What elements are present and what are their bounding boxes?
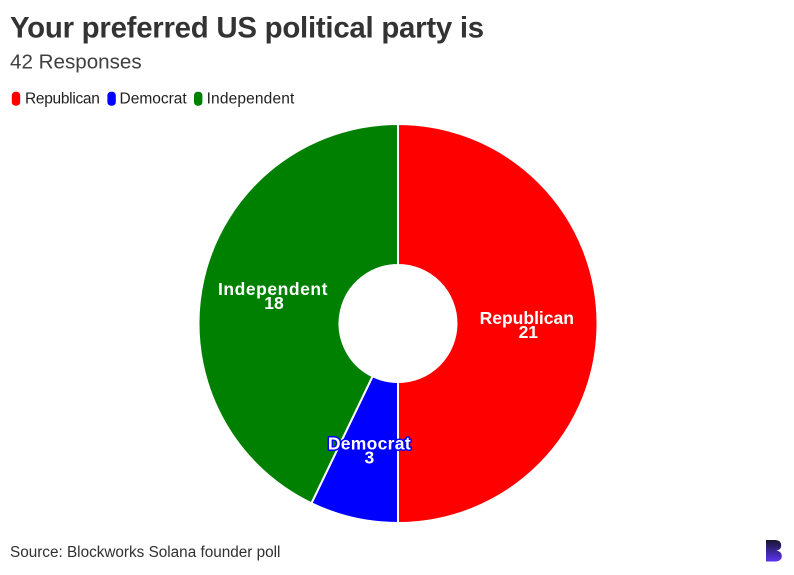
svg-text:3: 3 xyxy=(365,448,375,468)
svg-text:Your preferred US political pa: Your preferred US political party is xyxy=(10,12,484,45)
svg-text:42 Responses: 42 Responses xyxy=(10,51,142,74)
svg-text:Republican: Republican xyxy=(480,308,574,328)
svg-text:Democrat: Democrat xyxy=(328,434,411,454)
svg-text:Independent: Independent xyxy=(218,279,328,299)
svg-text:Democrat: Democrat xyxy=(120,91,188,108)
svg-text:18: 18 xyxy=(264,293,284,313)
svg-text:21: 21 xyxy=(519,322,539,342)
svg-text:Republican: Republican xyxy=(25,91,100,108)
svg-text:Independent: Independent xyxy=(207,91,295,108)
svg-text:Source: Blockworks Solana foun: Source: Blockworks Solana founder poll xyxy=(10,544,280,561)
